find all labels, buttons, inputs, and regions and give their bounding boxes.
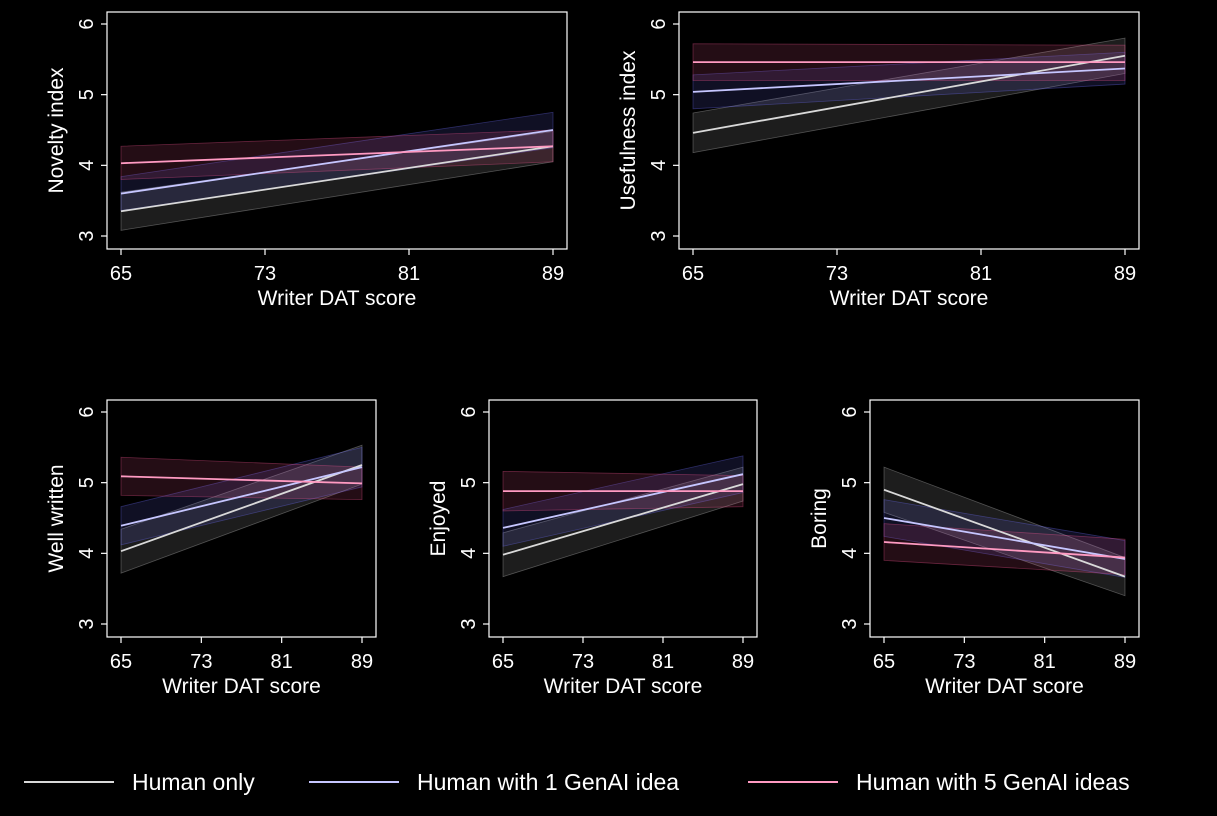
series-line-human <box>120 145 554 213</box>
plot-frame <box>869 399 1140 638</box>
x-tick-label: 65 <box>110 651 132 673</box>
series-line-genai1 <box>883 517 1126 560</box>
legend-label-genai-1: Human with 1 GenAI idea <box>417 768 680 795</box>
x-tick-label: 73 <box>572 651 594 673</box>
plot-frame <box>106 11 568 250</box>
legend: Human only Human with 1 GenAI idea Human… <box>0 760 1217 810</box>
y-tick-label: 4 <box>839 548 861 559</box>
series-line-genai1 <box>120 129 554 195</box>
series-line-genai1 <box>120 466 363 527</box>
series-line-genai5 <box>883 541 1126 559</box>
y-tick-label: 5 <box>458 477 480 488</box>
y-axis-title: Usefulness index <box>617 50 640 210</box>
legend-swatch-genai-1 <box>309 781 399 783</box>
x-axis-title: Writer DAT score <box>162 675 321 698</box>
legend-item-human-only: Human only <box>24 760 255 804</box>
panel-boring: 65 73 81 89 3 4 5 6 Writer DAT score Boring <box>808 399 1140 698</box>
y-axis-title: Enjoyed <box>427 481 450 557</box>
plot-frame <box>678 11 1140 250</box>
panel-usefulness: 65 73 81 89 3 4 5 6 Writer DAT score Usefulness i… <box>617 11 1140 310</box>
ci-band-human <box>502 466 744 578</box>
y-axis-title: Well written <box>45 464 68 572</box>
y-tick-label: 5 <box>76 477 98 488</box>
series-line-human <box>692 54 1126 134</box>
panel-novelty: 65 73 81 89 3 4 5 6 Writer DAT score Novelty inde… <box>45 11 568 310</box>
legend-label-genai-5: Human with 5 GenAI ideas <box>856 768 1130 795</box>
plot-frame <box>106 399 377 638</box>
x-axis-title: Writer DAT score <box>830 287 989 310</box>
y-tick-label: 4 <box>76 548 98 559</box>
x-tick-label: 73 <box>190 651 212 673</box>
series-line-genai5 <box>120 475 363 485</box>
y-tick-label: 6 <box>839 406 861 417</box>
x-axis-title: Writer DAT score <box>925 675 1084 698</box>
y-tick-label: 3 <box>76 618 98 629</box>
y-tick-label: 6 <box>458 406 480 417</box>
y-axis-title: Novelty index <box>45 67 68 194</box>
y-tick-label: 5 <box>648 89 670 100</box>
ci-band-human <box>120 444 363 574</box>
x-axis-title: Writer DAT score <box>544 675 703 698</box>
x-tick-label: 89 <box>1114 263 1136 285</box>
y-tick-label: 4 <box>648 160 670 171</box>
legend-item-genai-1: Human with 1 GenAI idea <box>309 760 679 804</box>
ci-band-human <box>692 37 1126 154</box>
x-tick-label: 89 <box>732 651 754 673</box>
x-axis-title: Writer DAT score <box>258 287 417 310</box>
x-tick-label: 65 <box>682 263 704 285</box>
legend-swatch-genai-5 <box>748 781 838 783</box>
y-tick-label: 6 <box>76 18 98 29</box>
y-tick-label: 3 <box>648 230 670 241</box>
x-tick-label: 81 <box>398 263 420 285</box>
series-line-human <box>502 483 744 556</box>
panel-well-written: 65 73 81 89 3 4 5 6 Writer DAT score Well written <box>45 399 377 698</box>
x-tick-label: 89 <box>1114 651 1136 673</box>
series-line-genai1 <box>502 473 744 529</box>
y-tick-label: 6 <box>76 406 98 417</box>
x-tick-label: 81 <box>652 651 674 673</box>
x-tick-label: 65 <box>873 651 895 673</box>
x-tick-label: 89 <box>351 651 373 673</box>
x-tick-label: 65 <box>492 651 514 673</box>
panel-enjoyed: 65 73 81 89 3 4 5 6 Writer DAT score Enjoyed <box>427 399 758 698</box>
y-tick-label: 3 <box>458 618 480 629</box>
series-line-genai1 <box>692 67 1126 93</box>
y-tick-label: 3 <box>839 618 861 629</box>
x-tick-label: 89 <box>542 263 564 285</box>
x-tick-label: 81 <box>271 651 293 673</box>
x-tick-label: 81 <box>1034 651 1056 673</box>
series-line-human <box>120 464 363 553</box>
x-tick-label: 65 <box>110 263 132 285</box>
ci-band-human <box>883 466 1126 597</box>
plot-frame <box>488 399 758 638</box>
series-line-human <box>883 488 1126 578</box>
x-tick-label: 73 <box>826 263 848 285</box>
y-tick-label: 5 <box>839 477 861 488</box>
legend-item-genai-5: Human with 5 GenAI ideas <box>748 760 1130 804</box>
y-tick-label: 3 <box>76 230 98 241</box>
y-tick-label: 5 <box>76 89 98 100</box>
y-tick-label: 6 <box>648 18 670 29</box>
x-tick-label: 73 <box>254 263 276 285</box>
legend-label-human-only: Human only <box>132 768 255 795</box>
legend-swatch-human-only <box>24 781 114 783</box>
x-tick-label: 73 <box>953 651 975 673</box>
series-line-genai5 <box>120 145 554 165</box>
y-tick-label: 4 <box>458 548 480 559</box>
ci-band-genai5 <box>120 456 363 501</box>
y-tick-label: 4 <box>76 160 98 171</box>
x-tick-label: 81 <box>970 263 992 285</box>
y-axis-title: Boring <box>808 488 831 549</box>
